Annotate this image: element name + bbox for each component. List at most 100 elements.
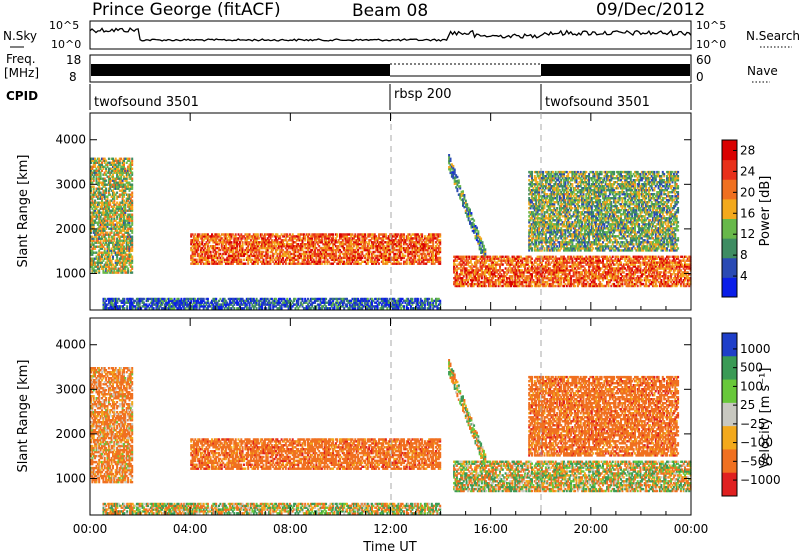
data-cell — [378, 263, 380, 265]
data-cell — [477, 256, 479, 258]
data-cell — [131, 184, 133, 186]
data-cell — [463, 194, 465, 196]
data-cell — [483, 245, 485, 247]
data-cell — [482, 241, 484, 243]
data-cell — [233, 307, 235, 309]
data-cell — [243, 259, 245, 261]
data-cell — [131, 168, 133, 170]
data-cell — [403, 305, 405, 307]
freq-panel: Freq. [MHz] 18 8 60 0 Nave — [4, 52, 778, 84]
data-cell — [439, 233, 441, 235]
data-cell — [439, 247, 441, 249]
cpid-segment-2: rbsp 200 — [394, 87, 452, 102]
data-cell — [456, 176, 458, 178]
data-cell — [131, 228, 133, 230]
data-cell — [131, 158, 133, 160]
cpid-segment-1: twofsound 3501 — [94, 95, 199, 110]
data-cell — [452, 165, 454, 167]
data-cell — [235, 233, 237, 235]
data-cell — [131, 178, 133, 180]
data-cell — [336, 233, 338, 235]
data-cell — [484, 248, 486, 250]
data-cell — [417, 298, 419, 300]
nsearch-label: N.Search — [746, 29, 800, 43]
data-cell — [364, 233, 366, 235]
data-cell — [407, 307, 409, 309]
data-cell — [263, 251, 265, 253]
data-cell — [123, 298, 125, 300]
data-cell — [439, 300, 441, 302]
data-cell — [400, 263, 402, 265]
cpid-row: CPID twofsound 3501 rbsp 200 twofsound 3… — [6, 84, 691, 110]
data-cell — [470, 212, 472, 214]
data-cell — [242, 241, 244, 243]
nave-tick-low: 0 — [696, 70, 704, 84]
data-cell — [466, 203, 468, 205]
freq-label: Freq. — [6, 52, 36, 66]
data-cell — [231, 241, 233, 243]
date-label: 09/Dec/2012 — [596, 0, 705, 20]
station-title: Prince George (fitACF) — [92, 0, 281, 20]
data-cell — [502, 263, 504, 265]
data-cell — [421, 233, 423, 235]
nsky-trace — [90, 28, 691, 41]
data-cell — [404, 255, 406, 257]
data-cell — [332, 233, 334, 235]
data-cell — [131, 236, 133, 238]
nsearch-tick-low: 10^0 — [696, 38, 726, 51]
data-cell — [473, 219, 475, 221]
data-cell — [450, 158, 452, 160]
data-cell — [210, 251, 212, 253]
data-cell — [207, 298, 209, 300]
data-cell — [480, 238, 482, 240]
data-cell — [439, 257, 441, 259]
nsearch-tick-high: 10^5 — [696, 19, 726, 32]
data-cell — [325, 298, 327, 300]
data-cell — [469, 209, 471, 211]
data-cell — [477, 230, 479, 232]
data-cell — [458, 179, 460, 181]
data-cell — [476, 227, 478, 229]
beam-label: Beam 08 — [352, 1, 428, 21]
data-cell — [105, 188, 107, 190]
data-cell — [112, 256, 114, 258]
data-cell — [403, 233, 405, 235]
data-cell — [131, 192, 133, 194]
nsky-tick-low: 10^0 — [51, 38, 81, 51]
data-cell — [385, 233, 387, 235]
data-cell — [428, 298, 430, 300]
data-cell — [131, 214, 133, 216]
data-cell — [256, 307, 258, 309]
freq-tick-high: 18 — [66, 53, 81, 67]
freq-bar-1 — [91, 64, 390, 76]
data-cell — [131, 172, 133, 174]
data-cell — [411, 298, 413, 300]
data-cell — [302, 298, 304, 300]
power-data-cells — [90, 154, 692, 310]
data-cell — [215, 298, 217, 300]
data-cell — [131, 266, 133, 268]
data-cell — [240, 259, 242, 261]
data-cell — [465, 200, 467, 202]
data-cell — [126, 305, 128, 307]
data-cell — [129, 158, 131, 160]
data-cell — [153, 307, 155, 309]
data-cell — [462, 190, 464, 192]
data-cell — [456, 188, 458, 190]
data-cell — [131, 200, 133, 202]
data-cell — [123, 307, 125, 309]
nsky-tick-high: 10^5 — [49, 19, 79, 32]
data-cell — [448, 154, 450, 156]
data-cell — [131, 271, 133, 273]
data-cell — [454, 169, 456, 171]
nave-tick-high: 60 — [696, 53, 711, 67]
data-cell — [208, 261, 210, 263]
data-cell — [143, 298, 145, 300]
nsky-label: N.Sky — [3, 29, 37, 43]
data-cell — [104, 248, 106, 250]
data-cell — [108, 158, 110, 160]
data-cell — [439, 239, 441, 241]
data-cell — [459, 185, 461, 187]
